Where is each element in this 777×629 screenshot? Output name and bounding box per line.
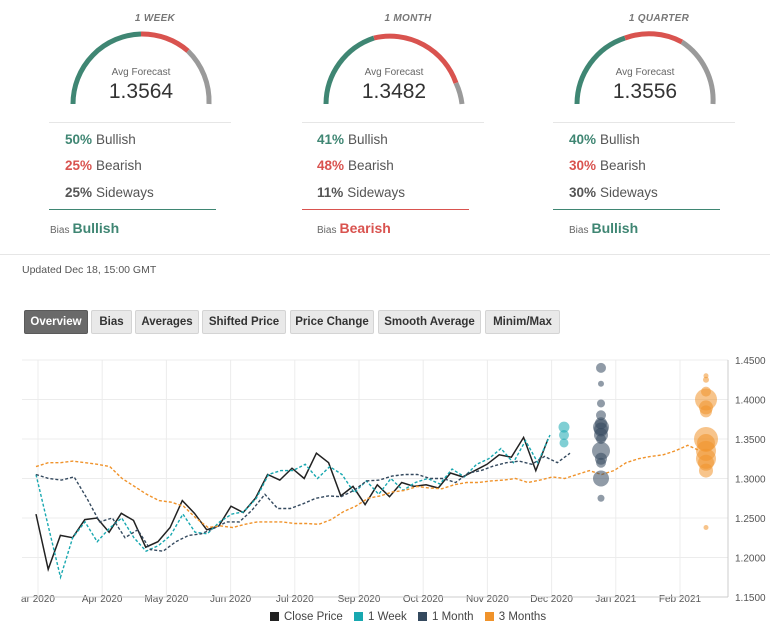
y-tick-label: 1.3500 [735, 435, 766, 446]
forecast-point [596, 434, 606, 444]
series-line-close-price [35, 435, 549, 572]
forecast-point [593, 470, 609, 487]
forecast-gauge: Avg Forecast 1.3564 [65, 30, 245, 110]
forecast-point [703, 524, 709, 530]
sentiment-row-sideways: 30% Sideways [569, 185, 658, 200]
y-tick-label: 1.4000 [735, 396, 766, 407]
sentiment-row-sideways: 25% Sideways [65, 185, 154, 200]
x-tick-label: Feb 2021 [659, 594, 702, 605]
y-tick-label: 1.1500 [735, 593, 766, 604]
sentiment-row-bullish: 50% Bullish [65, 132, 136, 147]
forecast-point [596, 457, 606, 468]
x-tick-label: Jun 2020 [210, 594, 252, 605]
series-line-3-months [35, 444, 701, 529]
avg-forecast-value: 1.3556 [612, 80, 678, 103]
x-tick-label: Dec 2020 [530, 594, 573, 605]
updated-timestamp: Updated Dec 18, 15:00 GMT [22, 264, 157, 276]
sentiment-row-sideways: 11% Sideways [317, 185, 406, 200]
bias-underline [302, 209, 469, 210]
forecast-point [699, 463, 713, 478]
legend-swatch [418, 612, 427, 621]
legend-swatch [354, 612, 364, 621]
forecast-point [596, 362, 606, 373]
x-tick-label: Nov 2020 [466, 594, 509, 605]
forecast-point [700, 405, 712, 418]
y-tick-label: 1.2500 [735, 514, 766, 525]
gauge-arc [70, 31, 212, 105]
series-line-1-week [35, 434, 551, 580]
bias-indicator: Bias Bullish [569, 220, 639, 236]
tab-bias[interactable]: Bias [91, 310, 132, 334]
period-label: 1 WEEK [134, 13, 176, 24]
forecast-point [597, 399, 605, 408]
tab-averages[interactable]: Averages [135, 310, 199, 334]
gauge-label: Avg Forecast [615, 67, 675, 78]
divider [553, 122, 735, 123]
legend-item-3-months[interactable]: 3 Months [484, 611, 546, 623]
gauge-arc [323, 33, 465, 105]
forecast-point [559, 438, 569, 448]
series-line-1-month [35, 452, 571, 552]
forecast-point [559, 430, 569, 441]
bias-underline [49, 209, 216, 210]
gauge-label: Avg Forecast [111, 67, 171, 78]
divider [49, 122, 231, 123]
section-divider [0, 254, 770, 255]
legend-swatch [484, 612, 494, 621]
gauge-arc [574, 31, 716, 105]
tab-minim-max[interactable]: Minim/Max [485, 310, 560, 334]
legend-item-1-month[interactable]: 1 Month [418, 611, 474, 623]
tab-smooth-average[interactable]: Smooth Average [378, 310, 481, 334]
forecast-gauge: Avg Forecast 1.3482 [318, 30, 498, 110]
x-tick-label: Apr 2020 [82, 594, 123, 605]
tab-overview[interactable]: Overview [24, 310, 88, 334]
sentiment-row-bearish: 48% Bearish [317, 158, 394, 173]
forecast-point [598, 380, 604, 387]
tab-shifted-price[interactable]: Shifted Price [202, 310, 286, 334]
x-tick-label: Sep 2020 [338, 594, 381, 605]
forecast-point [558, 421, 570, 433]
legend-item-close-price[interactable]: Close Price [270, 611, 343, 623]
tab-price-change[interactable]: Price Change [290, 310, 374, 334]
legend-swatch [270, 612, 279, 621]
sentiment-row-bearish: 25% Bearish [65, 158, 142, 173]
forecast-chart: 1.4500 1.4000 1.3500 1.3000 1.2500 1.2000 1.15… [21, 356, 766, 605]
x-tick-label: May 2020 [144, 594, 188, 605]
x-tick-label: ar 2020 [21, 594, 55, 605]
chart-legend: Close Price 1 Week 1 Month 3 Months [270, 611, 554, 623]
avg-forecast-value: 1.3564 [108, 80, 174, 103]
period-label: 1 MONTH [384, 13, 432, 24]
gauge-label: Avg Forecast [364, 67, 424, 78]
y-tick-label: 1.3000 [735, 475, 766, 486]
forecast-gauge: Avg Forecast 1.3556 [569, 30, 749, 110]
avg-forecast-value: 1.3482 [361, 80, 427, 103]
sentiment-row-bearish: 30% Bearish [569, 158, 646, 173]
sentiment-row-bullish: 41% Bullish [317, 132, 388, 147]
legend-item-1-week[interactable]: 1 Week [354, 611, 407, 623]
forecast-point [703, 376, 709, 383]
x-tick-label: Oct 2020 [403, 594, 444, 605]
forecast-point [597, 494, 605, 502]
sentiment-row-bullish: 40% Bullish [569, 132, 640, 147]
x-tick-label: Jan 2021 [595, 594, 637, 605]
bias-indicator: Bias Bullish [50, 220, 120, 236]
y-tick-label: 1.2000 [735, 554, 766, 565]
x-tick-label: Jul 2020 [276, 594, 314, 605]
y-tick-label: 1.4500 [735, 356, 766, 367]
divider [302, 122, 484, 123]
bias-indicator: Bias Bearish [317, 220, 391, 236]
period-label: 1 QUARTER [628, 13, 690, 24]
bias-underline [553, 209, 720, 210]
